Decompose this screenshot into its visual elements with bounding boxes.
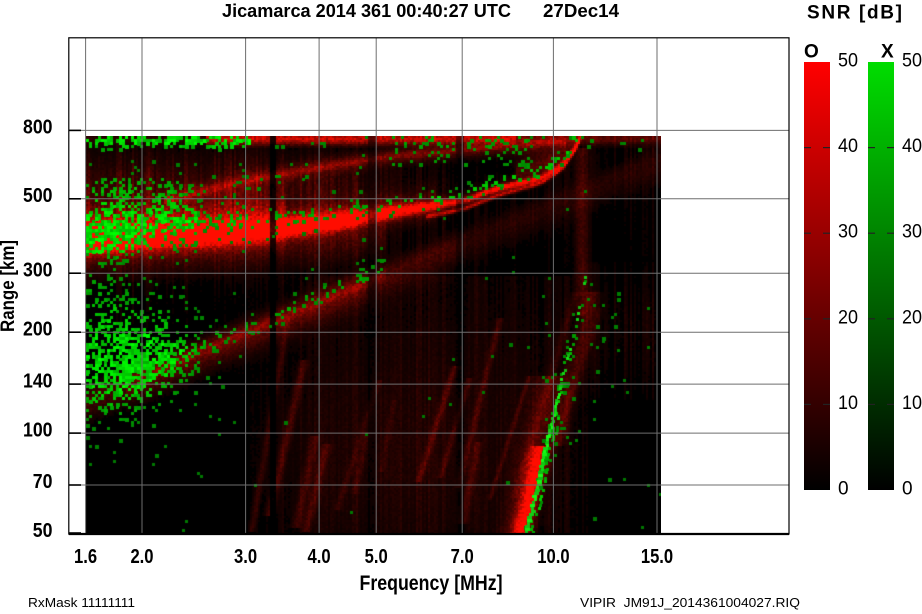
svg-text:140: 140	[23, 370, 53, 392]
svg-text:3.0: 3.0	[234, 546, 257, 568]
svg-text:200: 200	[23, 318, 53, 340]
svg-text:500: 500	[23, 185, 53, 207]
svg-text:10.0: 10.0	[537, 546, 569, 568]
svg-text:2.0: 2.0	[130, 546, 153, 568]
svg-text:10: 10	[838, 393, 858, 414]
svg-text:O: O	[804, 42, 819, 63]
svg-text:70: 70	[33, 471, 53, 493]
svg-text:40: 40	[838, 136, 858, 157]
svg-text:300: 300	[23, 259, 53, 281]
svg-text:7.0: 7.0	[451, 546, 474, 568]
svg-text:20: 20	[902, 307, 922, 328]
svg-text:20: 20	[838, 307, 858, 328]
svg-text:SNR [dB]: SNR [dB]	[807, 3, 902, 24]
svg-text:4.0: 4.0	[308, 546, 331, 568]
svg-text:Frequency [MHz]: Frequency [MHz]	[360, 572, 503, 595]
svg-text:50: 50	[33, 520, 53, 542]
svg-text:50: 50	[838, 51, 858, 72]
svg-text:1.6: 1.6	[74, 546, 97, 568]
svg-text:10: 10	[902, 393, 922, 414]
svg-text:40: 40	[902, 136, 922, 157]
svg-text:X: X	[881, 42, 894, 63]
svg-text:VIPIR JM91J_2014361004027.RIQ: VIPIR JM91J_2014361004027.RIQ	[580, 595, 800, 610]
svg-text:800: 800	[23, 117, 53, 139]
svg-text:100: 100	[23, 419, 53, 441]
svg-text:0: 0	[902, 479, 913, 500]
svg-text:RxMask 11111111: RxMask 11111111	[28, 595, 135, 610]
svg-text:5.0: 5.0	[365, 546, 388, 568]
svg-text:15.0: 15.0	[641, 546, 673, 568]
svg-text:27Dec14: 27Dec14	[543, 1, 619, 21]
svg-text:Range [km]: Range [km]	[0, 240, 19, 332]
svg-text:Jicamarca 2014 361 00:40:27 UT: Jicamarca 2014 361 00:40:27 UTC	[222, 1, 511, 21]
svg-text:0: 0	[838, 479, 849, 500]
svg-text:50: 50	[902, 51, 922, 72]
svg-text:30: 30	[902, 222, 922, 243]
svg-text:30: 30	[838, 222, 858, 243]
